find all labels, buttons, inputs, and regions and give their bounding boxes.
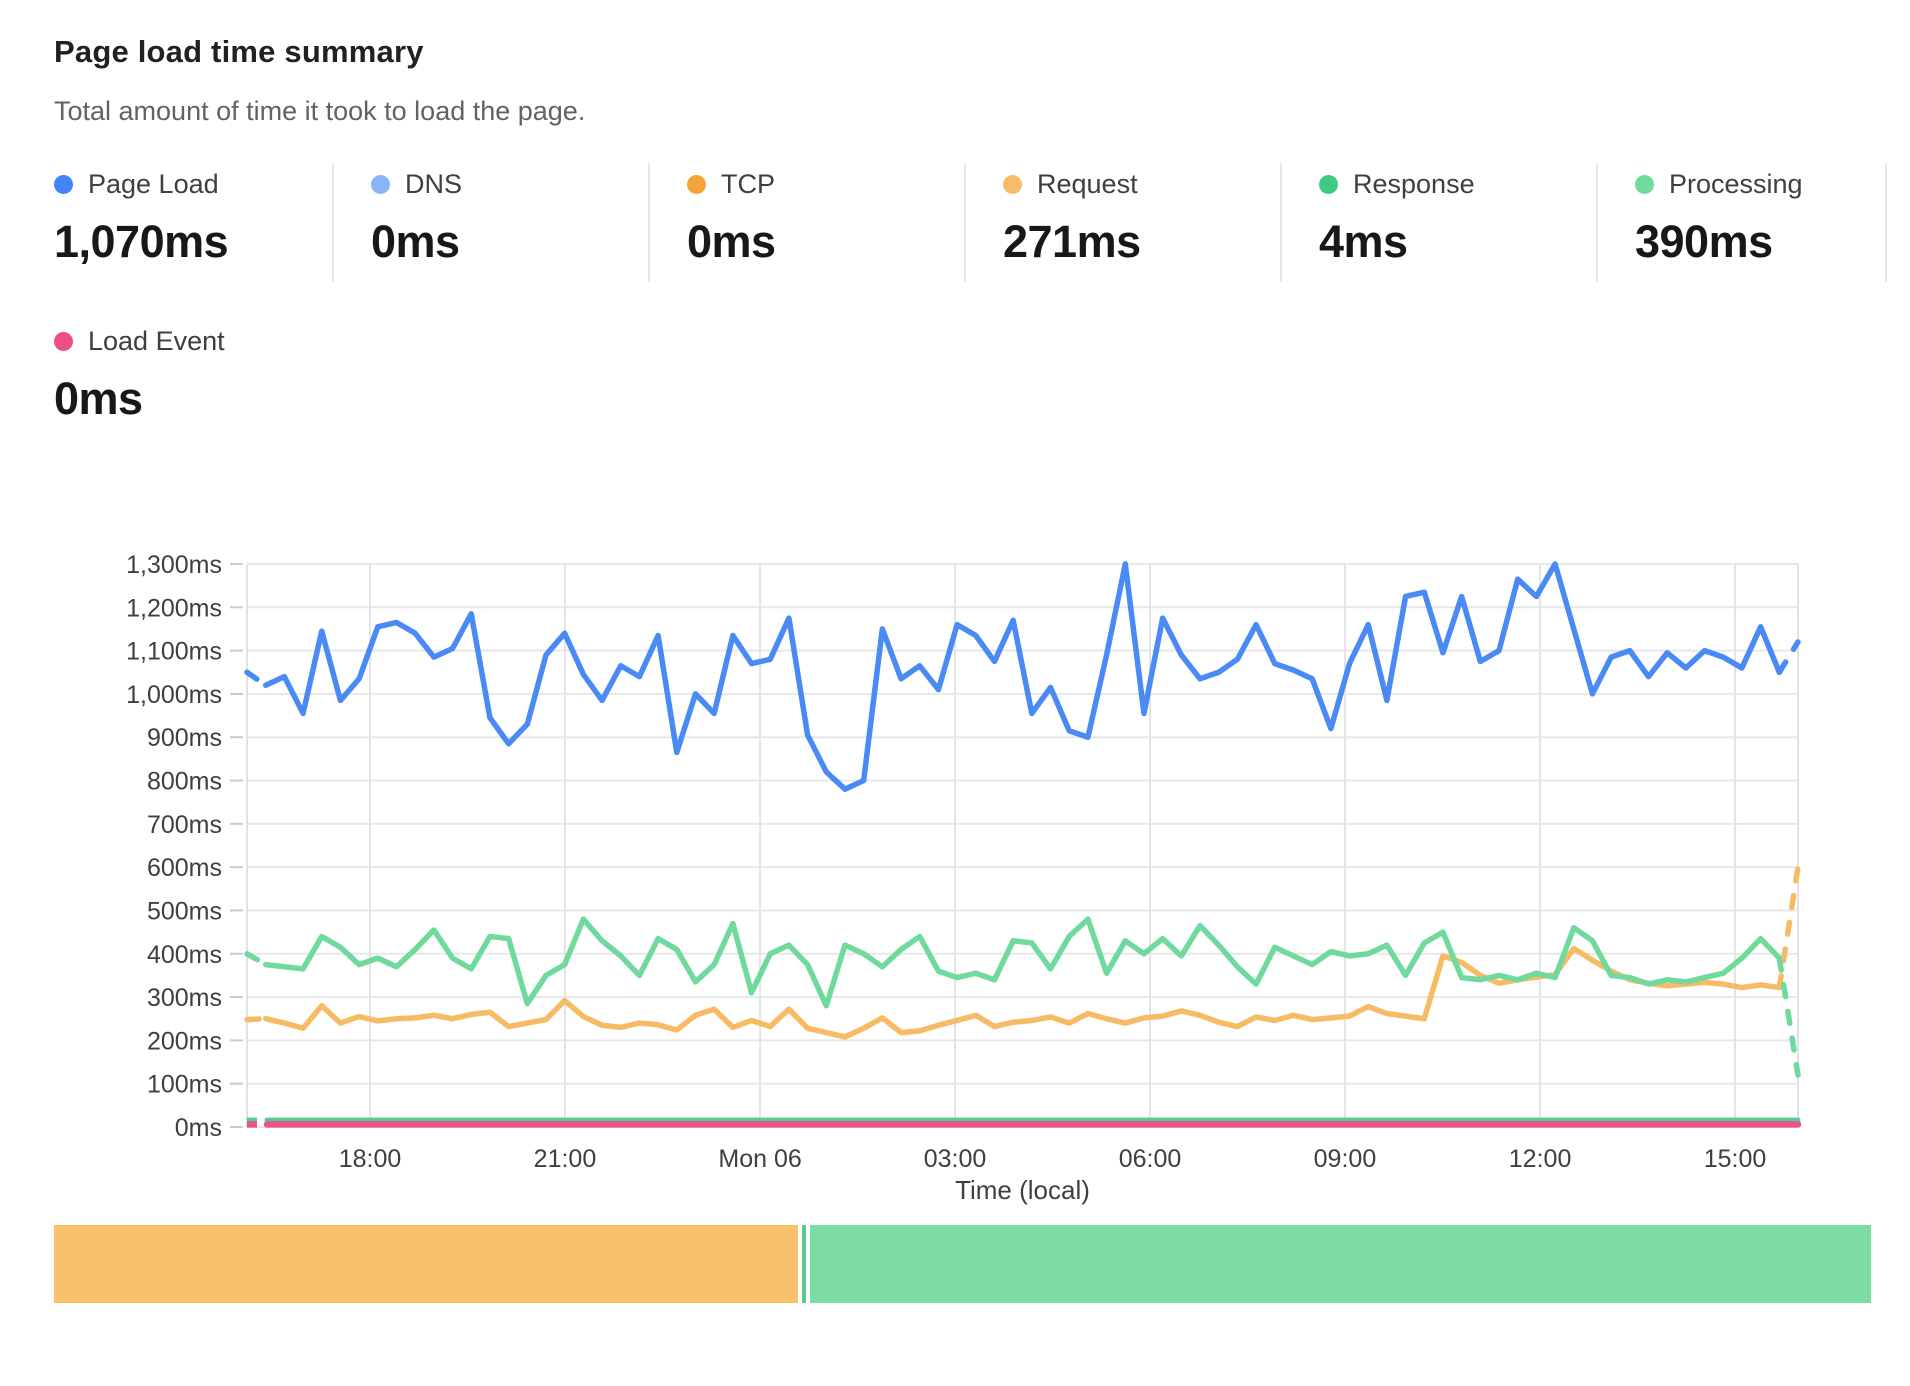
x-axis-title: Time (local)	[955, 1175, 1090, 1205]
metric-value: 0ms	[54, 373, 143, 424]
metric-dns: DNS 0ms	[334, 163, 650, 282]
metric-value: 271ms	[1003, 216, 1141, 267]
y-tick-label: 900ms	[147, 724, 222, 752]
y-tick-label: 800ms	[147, 768, 222, 796]
metric-label: Page Load	[88, 169, 219, 199]
series-request-dashed-tail	[1776, 864, 1801, 991]
series-request-dashed-head	[244, 1015, 269, 1023]
series-page-load-dashed-tail	[1776, 639, 1801, 676]
y-tick-label: 300ms	[147, 984, 222, 1012]
metric-request: Request 271ms	[966, 163, 1282, 282]
x-tick-label: 12:00	[1509, 1145, 1572, 1173]
load-time-chart[interactable]: 0ms 100ms 200ms 300ms 400ms 500ms 600ms 700ms 80…	[0, 437, 1910, 1217]
timeline-segment-request-phase[interactable]	[54, 1225, 798, 1303]
metric-value: 4ms	[1319, 216, 1408, 267]
metric-label: DNS	[405, 169, 463, 199]
page-title: Page load time summary	[54, 34, 424, 69]
metric-label: Processing	[1669, 169, 1803, 199]
timeline-segment-divider-tick[interactable]	[801, 1225, 806, 1303]
metric-value: 0ms	[687, 216, 776, 267]
page-load-summary-panel: Page load time summary Total amount of t…	[0, 34, 1910, 1386]
series-processing-dashed-tail	[1776, 955, 1801, 1078]
metric-value: 0ms	[371, 216, 460, 267]
metric-label: Request	[1037, 169, 1138, 199]
x-tick-label: 06:00	[1119, 1145, 1182, 1173]
processing-dot-icon	[1635, 175, 1654, 194]
metric-value: 1,070ms	[54, 216, 229, 267]
load-event-dot-icon	[54, 332, 73, 351]
metric-response: Response 4ms	[1282, 163, 1598, 282]
x-tick-label: 15:00	[1704, 1145, 1767, 1173]
metric-label: Load Event	[88, 326, 225, 356]
y-tick-label: 600ms	[147, 854, 222, 882]
page-subtitle: Total amount of time it took to load the…	[54, 96, 586, 126]
timeline-segment-healthy-phase[interactable]	[809, 1225, 1871, 1303]
y-tick-label: 0ms	[175, 1114, 222, 1142]
request-dot-icon	[1003, 175, 1022, 194]
y-tick-label: 1,100ms	[126, 638, 222, 666]
metric-label: TCP	[721, 169, 775, 199]
y-tick-label: 700ms	[147, 811, 222, 839]
response-dot-icon	[1319, 175, 1338, 194]
x-tick-label: 09:00	[1314, 1145, 1377, 1173]
x-tick-label: 03:00	[924, 1145, 987, 1173]
tcp-dot-icon	[687, 175, 706, 194]
y-tick-label: 100ms	[147, 1071, 222, 1099]
dns-dot-icon	[371, 175, 390, 194]
series-page-load-dashed-head	[244, 669, 269, 689]
series-processing-dashed-head	[244, 951, 269, 968]
metrics-legend-row: Page Load 1,070ms DNS 0ms TCP 0ms Reques…	[54, 163, 1887, 282]
series-processing	[262, 916, 1783, 1009]
page-load-dot-icon	[54, 175, 73, 194]
x-tick-label: 21:00	[534, 1145, 597, 1173]
series-request	[262, 945, 1783, 1040]
load-time-chart-svg[interactable]: 0ms 100ms 200ms 300ms 400ms 500ms 600ms 700ms 80…	[0, 437, 1910, 1212]
metric-processing: Processing 390ms	[1598, 163, 1887, 282]
y-tick-label: 1,000ms	[126, 681, 222, 709]
y-tick-label: 200ms	[147, 1027, 222, 1055]
y-tick-label: 400ms	[147, 941, 222, 969]
metric-value: 390ms	[1635, 216, 1773, 267]
series-page-load	[262, 561, 1783, 792]
y-tick-label: 1,300ms	[126, 551, 222, 579]
y-tick-label: 1,200ms	[126, 594, 222, 622]
y-tick-label: 500ms	[147, 897, 222, 925]
x-tick-label: 18:00	[339, 1145, 402, 1173]
metric-tcp: TCP 0ms	[650, 163, 966, 282]
metric-label: Response	[1353, 169, 1475, 199]
metric-load-event: Load Event 0ms	[54, 326, 1910, 425]
x-tick-label: Mon 06	[718, 1145, 801, 1173]
metric-page-load: Page Load 1,070ms	[54, 163, 334, 282]
status-timeline-bar[interactable]	[54, 1225, 1881, 1303]
